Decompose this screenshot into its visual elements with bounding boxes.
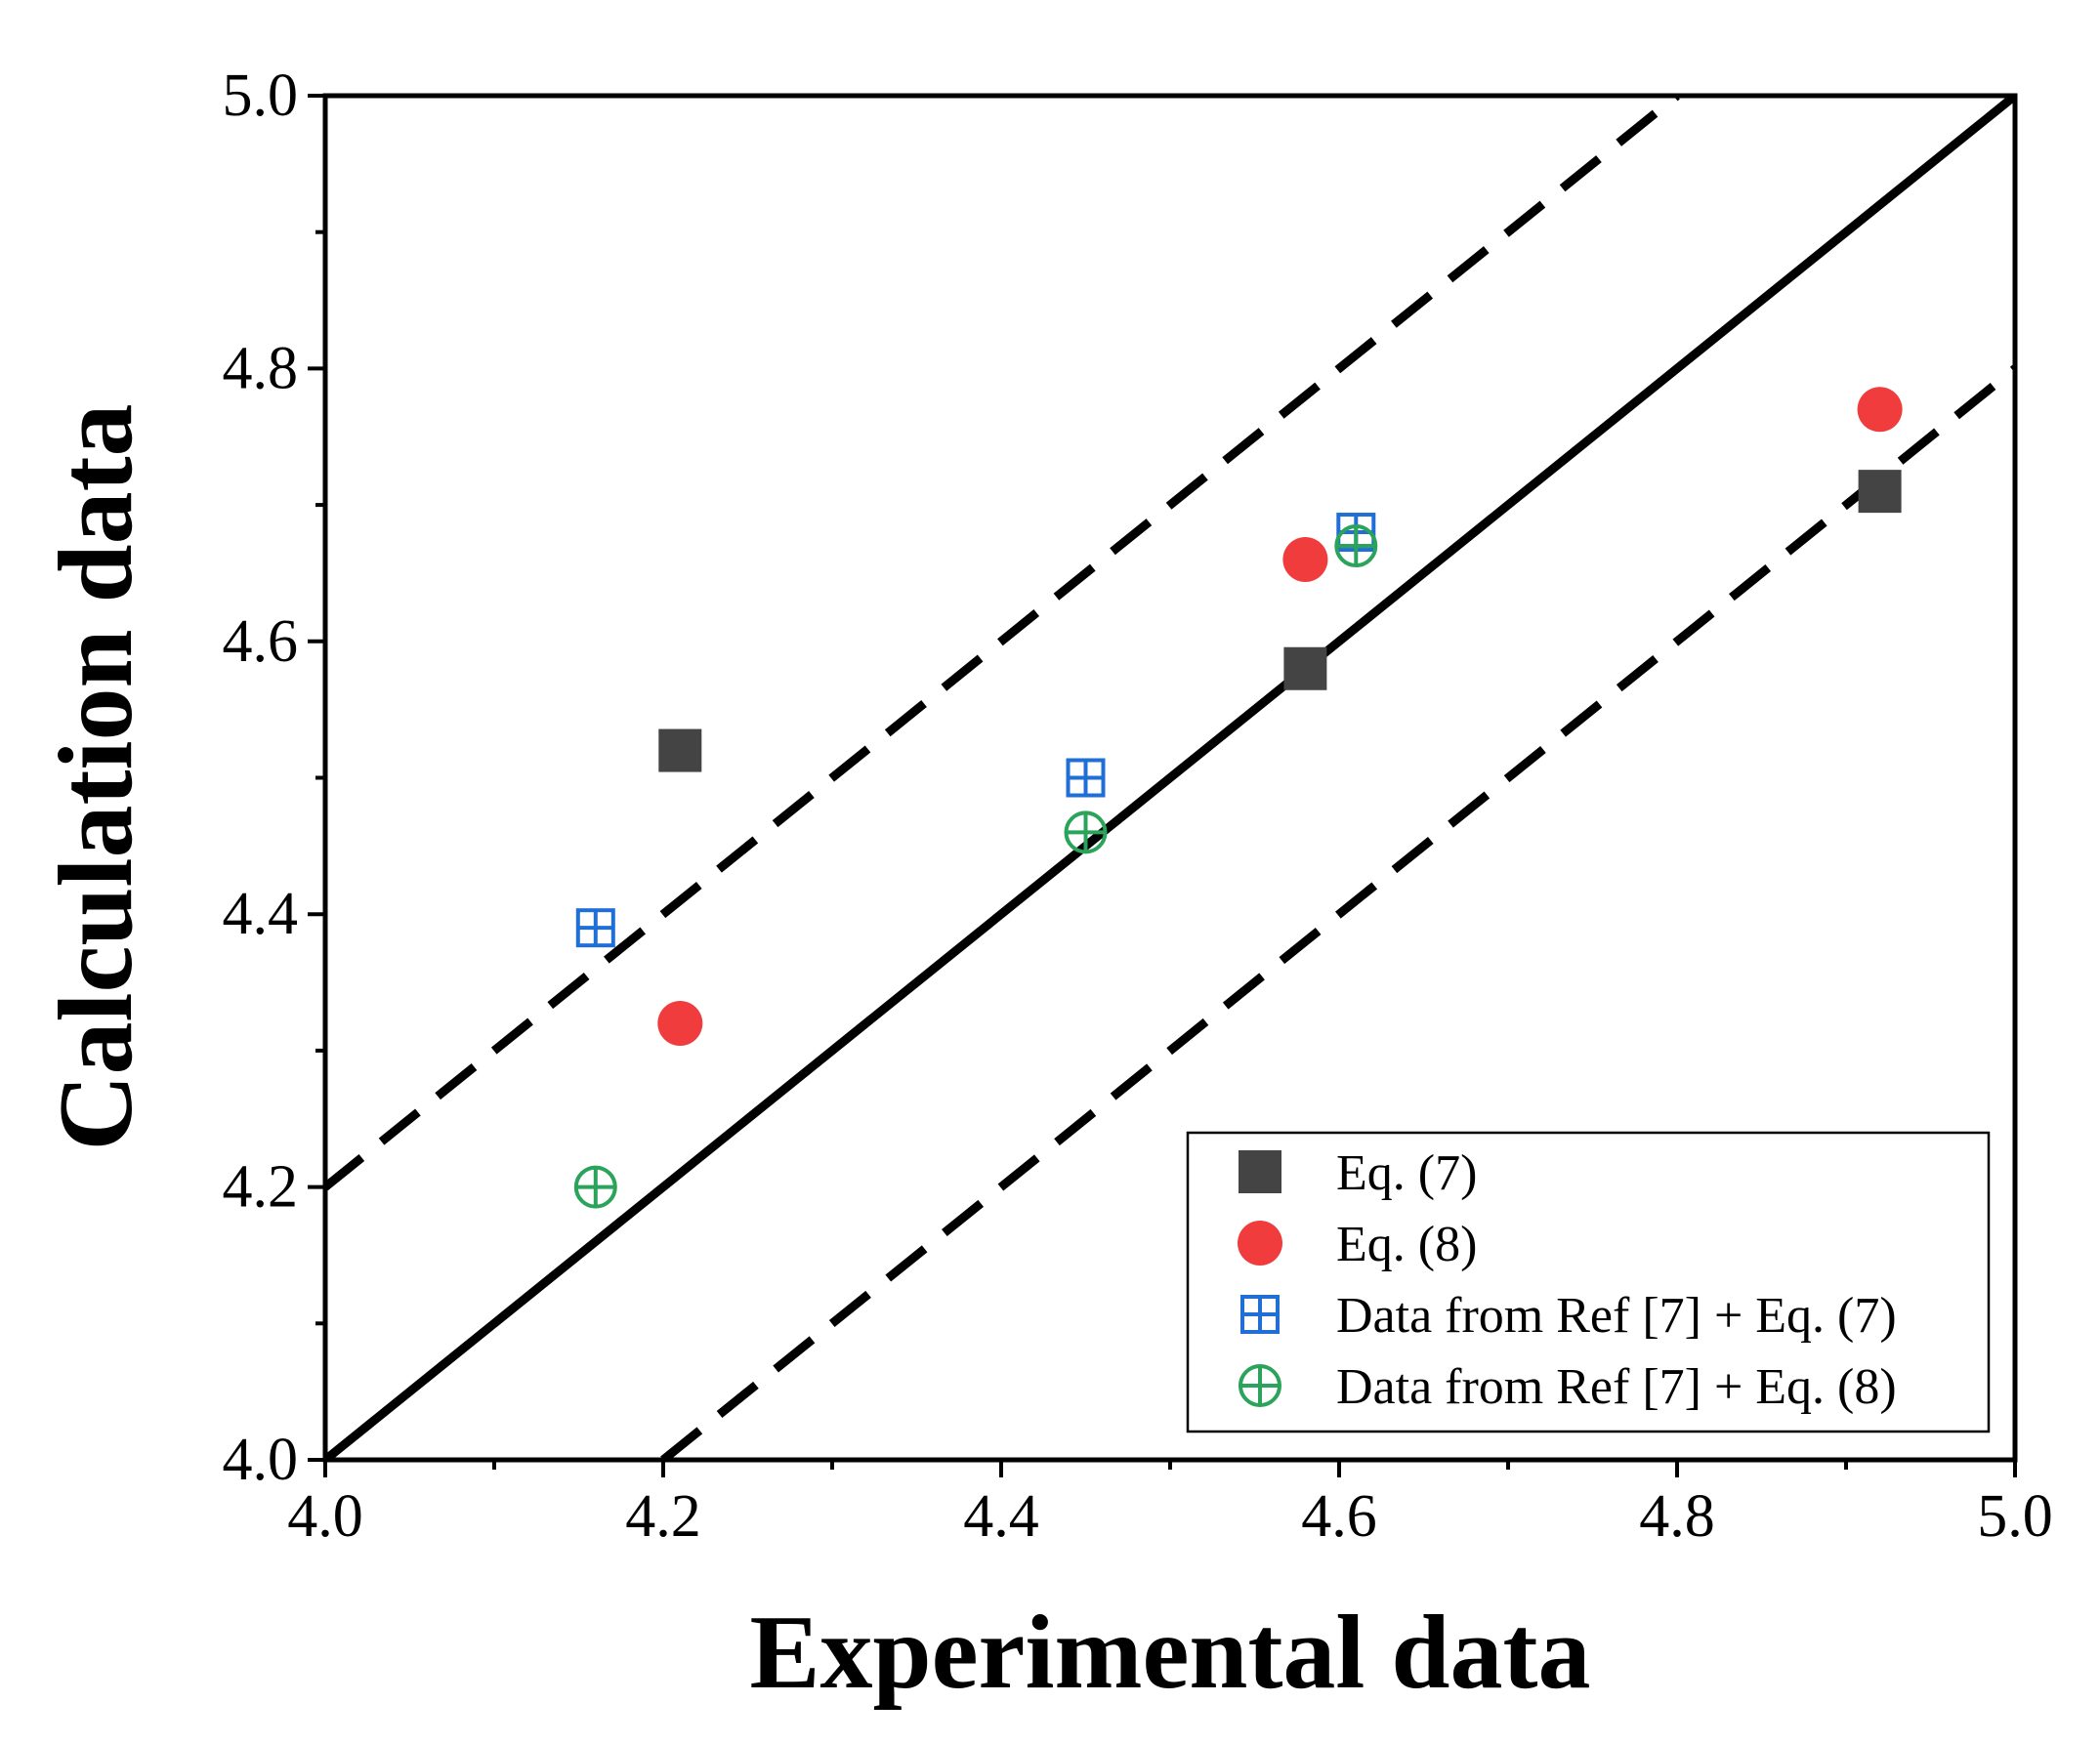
axis-ticks bbox=[308, 94, 2017, 1477]
series-3-point-1 bbox=[1064, 810, 1108, 854]
legend-label-2: Data from Ref [7] + Eq. (7) bbox=[1336, 1288, 1897, 1344]
reference-lines bbox=[325, 96, 2015, 1460]
series-0-point-0 bbox=[658, 728, 702, 772]
legend-label-1: Eq. (8) bbox=[1336, 1217, 1477, 1272]
legend-marker-0 bbox=[1239, 1150, 1281, 1193]
y-axis-title: Calculation data bbox=[38, 403, 154, 1150]
series-2-point-1 bbox=[1066, 758, 1106, 798]
series-3-point-0 bbox=[573, 1165, 617, 1209]
y-tick-label: 4.8 bbox=[223, 335, 299, 401]
legend-box bbox=[1186, 1131, 1991, 1433]
legend-marker-1 bbox=[1238, 1221, 1282, 1266]
solid-reference-line bbox=[325, 96, 2015, 1460]
series-1-point-2 bbox=[1857, 387, 1903, 433]
series-2-point-0 bbox=[575, 908, 615, 948]
x-tick-label: 5.0 bbox=[1977, 1483, 2053, 1550]
series-3-point-2 bbox=[1334, 524, 1378, 568]
tick-labels: 4.04.0 4.2 4.2 4.4 4.4 4.6 4.6 4.8 4.8 5.0 5.0 bbox=[223, 62, 2053, 1550]
legend: Eq. (7) Eq. (8) Data from Ref [7] + Eq. (7… bbox=[1186, 1131, 1991, 1433]
x-axis-title: Experimental data bbox=[750, 1595, 1591, 1711]
legend-marker-3 bbox=[1239, 1364, 1281, 1407]
legend-label-0: Eq. (7) bbox=[1336, 1145, 1477, 1201]
plot-frame bbox=[322, 93, 2018, 1463]
x-tick-label: 4.0 bbox=[287, 1483, 363, 1550]
x-tick-label: 4.2 bbox=[625, 1483, 701, 1550]
y-tick-label: 4.4 bbox=[223, 881, 299, 947]
x-tick-label: 4.8 bbox=[1639, 1483, 1715, 1550]
y-tick-label: 4.2 bbox=[223, 1154, 299, 1221]
y-tick-label: 4.0 bbox=[223, 1427, 299, 1493]
y-tick-label: 4.6 bbox=[223, 608, 299, 675]
dashed-reference-line-1 bbox=[325, 96, 1680, 1191]
series-0-point-2 bbox=[1858, 470, 1902, 514]
x-tick-label: 4.4 bbox=[963, 1483, 1039, 1550]
series-0-point-1 bbox=[1283, 646, 1327, 690]
legend-marker-2 bbox=[1240, 1295, 1280, 1334]
series-1-point-1 bbox=[1282, 536, 1328, 582]
y-tick-label: 5.0 bbox=[223, 62, 299, 129]
legend-label-3: Data from Ref [7] + Eq. (8) bbox=[1336, 1359, 1897, 1415]
dashed-reference-line-2 bbox=[660, 364, 2015, 1460]
series-1-point-0 bbox=[657, 1000, 703, 1046]
data-points bbox=[573, 387, 1903, 1209]
x-tick-label: 4.6 bbox=[1301, 1483, 1377, 1550]
